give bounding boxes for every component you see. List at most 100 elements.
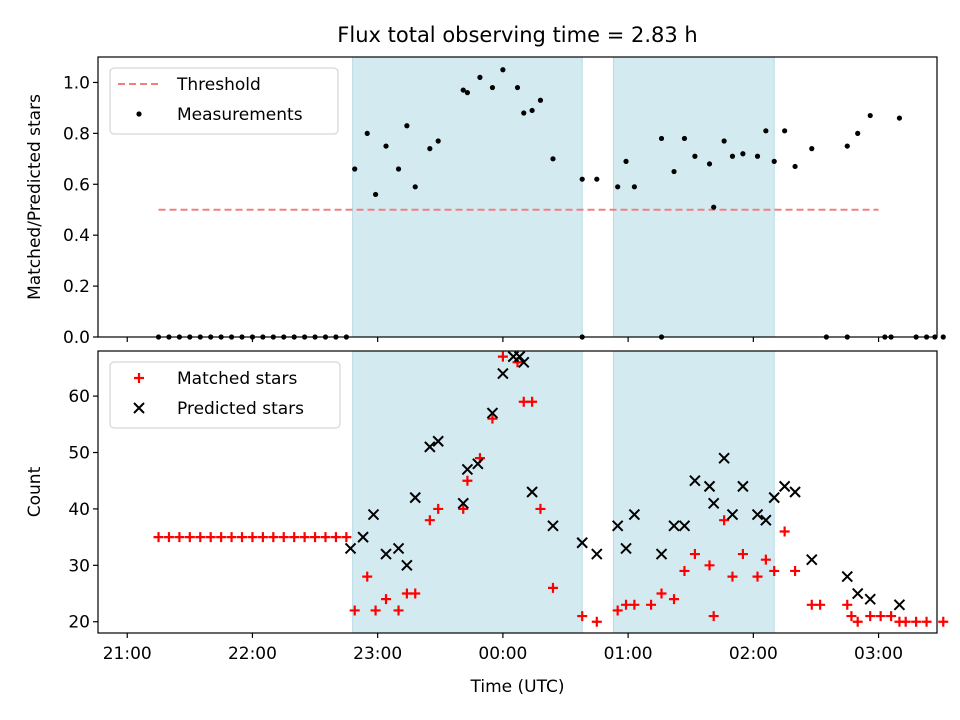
predicted-star-point: [497, 367, 509, 380]
matched-star-point: [886, 611, 897, 622]
legend-box: [109, 361, 341, 429]
matched-star-point: [708, 611, 719, 622]
predicted-star-point: [611, 520, 624, 532]
chart-title: Flux total observing time = 2.83 h: [337, 23, 697, 47]
legend-label: Measurements: [177, 105, 303, 125]
measurement-point: [671, 168, 677, 175]
matched-star-point: [226, 532, 237, 543]
matched-star-point: [401, 588, 412, 599]
predicted-star-point: [367, 508, 380, 521]
y-tick-label: 50: [68, 444, 90, 464]
predicted-star-point: [461, 463, 474, 476]
measurement-point: [754, 153, 761, 159]
matched-star-point: [216, 532, 227, 543]
measurement-point: [771, 158, 777, 164]
measurement-point: [896, 115, 903, 121]
matched-star-point: [865, 611, 876, 622]
measurement-point: [435, 138, 441, 144]
predicted-star-point: [547, 520, 559, 532]
matched-star-point: [462, 475, 473, 486]
matched-star-point: [289, 532, 300, 543]
matched-star-point: [424, 515, 435, 526]
predicted-star-point: [864, 593, 876, 605]
legend-measurement-swatch: [136, 111, 142, 117]
y-axis-label: Matched/Predicted stars: [25, 94, 45, 300]
measurement-point: [521, 110, 527, 116]
predicted-star-point: [424, 441, 436, 453]
predicted-star-point: [591, 548, 603, 560]
matched-star-point: [362, 571, 373, 582]
matched-star-point: [656, 588, 667, 599]
plot-frame: [97, 350, 938, 634]
matched-star-point: [806, 599, 817, 610]
measurement-point: [809, 146, 815, 152]
y-tick-label: 0.6: [63, 175, 90, 195]
predicted-star-point: [778, 480, 791, 493]
matched-star-point: [497, 351, 508, 362]
matched-star-point: [393, 605, 404, 616]
measurement-point: [427, 146, 433, 152]
matched-star-point: [911, 616, 922, 627]
predicted-star-point: [841, 570, 853, 583]
top-panel: 0.0 0.2 0.4 0.6 0.8 1.0 Matched/Predicted star…: [25, 23, 946, 348]
matched-star-point: [547, 582, 558, 593]
predicted-star-point: [707, 497, 720, 509]
y-tick-label: 0.8: [63, 124, 90, 144]
measurement-point: [579, 176, 585, 182]
matched-star-point: [900, 616, 911, 627]
predicted-star-point: [628, 508, 641, 521]
measurement-point: [489, 84, 496, 91]
matched-star-point: [310, 532, 321, 543]
predicted-star-point: [380, 548, 392, 560]
predicted-star-point: [526, 486, 538, 498]
matched-star-point: [184, 532, 195, 543]
measurement-point: [681, 135, 688, 142]
y-tick-label: 60: [68, 387, 90, 407]
predicted-star-point: [668, 520, 680, 532]
predicted-star-point: [737, 480, 749, 493]
y-tick-label: 20: [68, 613, 90, 633]
measurement-point: [729, 153, 736, 159]
measurement-point: [692, 153, 698, 159]
measurement-point: [550, 156, 556, 162]
matched-star-point: [938, 616, 949, 627]
matched-star-point: [381, 594, 392, 605]
matched-star-point: [410, 588, 421, 599]
measurement-point: [940, 334, 946, 340]
matched-star-point: [760, 554, 771, 565]
predicted-star-point: [357, 531, 369, 543]
matched-star-point: [679, 565, 690, 576]
matched-star-point: [921, 616, 932, 627]
predicted-star-point: [457, 497, 469, 509]
matched-star-point: [737, 549, 748, 560]
predicted-star-point: [851, 587, 864, 600]
measurement-point: [623, 158, 629, 164]
y-axis-label: Count: [25, 466, 45, 517]
predicted-star-point: [689, 475, 701, 487]
x-tick-label: 02:00: [729, 644, 778, 664]
measurement-point: [514, 84, 521, 91]
y-tick-label: 0.4: [63, 226, 90, 246]
measurement-point: [372, 191, 379, 198]
matched-star-point: [842, 599, 853, 610]
predicted-star-point: [344, 542, 357, 555]
matched-star-point: [629, 599, 640, 610]
predicted-star-point: [718, 452, 730, 464]
matched-star-point: [247, 532, 258, 543]
matched-star-point: [852, 616, 863, 627]
matched-star-point: [646, 599, 657, 610]
predicted-star-point: [409, 491, 421, 504]
matched-star-point: [299, 532, 310, 543]
matched-star-point: [612, 605, 623, 616]
measurement-point: [477, 74, 483, 80]
measurement-point: [763, 128, 769, 134]
legend-matched-swatch: [134, 373, 144, 383]
matched-star-point: [704, 560, 715, 571]
matched-star-point: [621, 599, 632, 610]
matched-star-point: [727, 571, 738, 582]
matched-star-point: [153, 532, 164, 543]
matched-star-point: [487, 413, 498, 424]
matched-star-point: [174, 532, 185, 543]
matched-star-point: [846, 611, 857, 622]
